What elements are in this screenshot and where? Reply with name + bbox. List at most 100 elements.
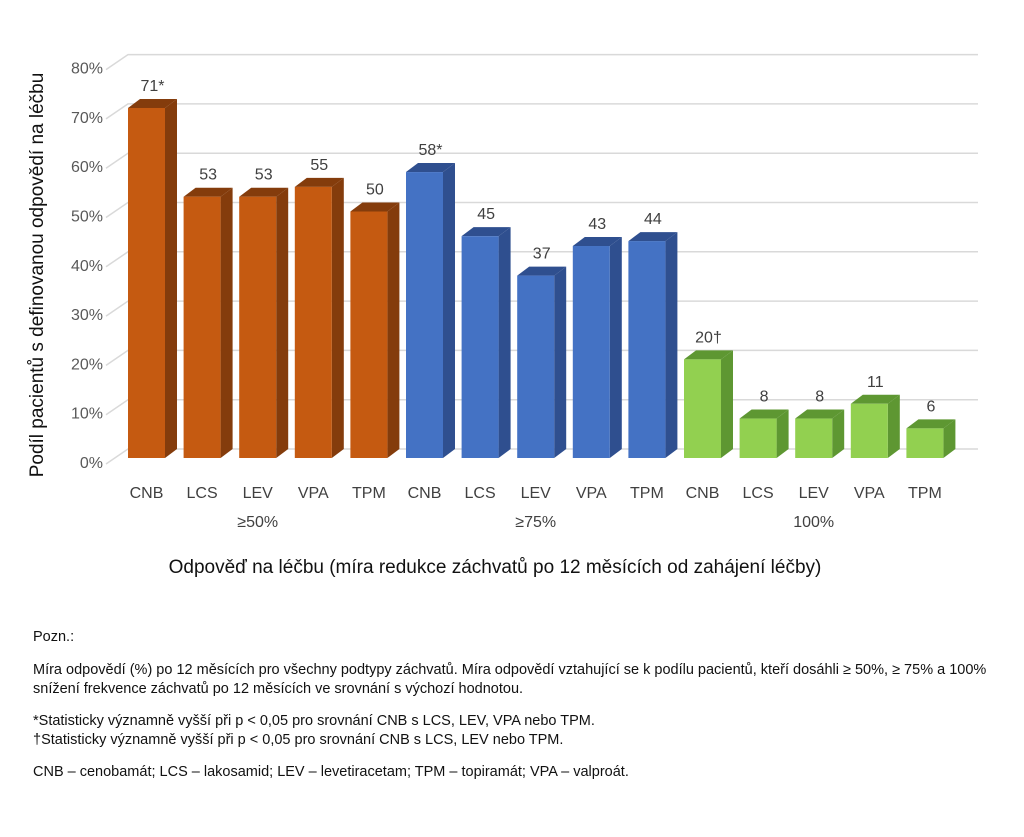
bar-top [183, 187, 233, 197]
bar [795, 418, 833, 458]
data-label: 8 [760, 389, 769, 406]
data-label: 53 [255, 167, 273, 184]
x-tick-label: LCS [187, 485, 218, 502]
bar-side [609, 237, 622, 458]
bar-top [294, 177, 344, 187]
data-label: 71* [140, 78, 164, 95]
data-label: 45 [477, 206, 495, 223]
bar-side [331, 177, 344, 458]
bar-top [461, 227, 511, 237]
y-tick-label: 60% [71, 159, 103, 176]
bar [572, 246, 610, 458]
x-tick-label: VPA [298, 485, 329, 502]
bar [684, 359, 721, 458]
bar-top [850, 394, 900, 404]
x-tick-label: TPM [352, 485, 386, 502]
y-tick-label: 40% [71, 258, 103, 275]
bar-top [572, 237, 622, 247]
data-label: 20† [695, 329, 722, 346]
gridline [105, 53, 978, 71]
x-tick-label: TPM [908, 485, 942, 502]
bar-side [165, 98, 177, 458]
y-tick-label: 10% [71, 406, 103, 423]
footnote-dagger: †Statisticky významně vyšší při p < 0,05… [33, 732, 564, 748]
x-tick-label: LEV [521, 485, 552, 502]
x-tick-label: CNB [408, 485, 442, 502]
y-tick-label: 0% [80, 455, 103, 472]
bar-side [832, 409, 845, 458]
bar-top [684, 350, 733, 360]
y-tick-label: 30% [71, 307, 103, 324]
bar-top [239, 187, 289, 197]
bar [628, 241, 666, 458]
group-label: ≥50% [237, 514, 278, 531]
bar-side [443, 163, 455, 458]
group-label: 100% [793, 514, 834, 531]
bar [239, 196, 277, 458]
notes-description: Míra odpovědí (%) po 12 měsících pro vše… [33, 662, 987, 697]
bar-top [350, 202, 400, 212]
bar-side [276, 187, 289, 458]
bar-side [220, 187, 233, 458]
bar [350, 211, 388, 458]
x-tick-label: LCS [465, 485, 496, 502]
bar-top [795, 409, 845, 419]
bar-top [128, 98, 177, 108]
data-label: 43 [588, 216, 606, 233]
data-label: 11 [867, 374, 884, 391]
bar [183, 196, 221, 458]
x-tick-label: VPA [576, 485, 607, 502]
bar-side [554, 266, 567, 458]
data-label: 8 [815, 389, 824, 406]
bar-top [906, 419, 956, 429]
bar [461, 236, 499, 458]
bar-side [721, 350, 733, 458]
x-tick-label: CNB [130, 485, 164, 502]
bar [850, 403, 888, 458]
bar-chart: 0% 10% 20% 30% 40% 50% 60% 70% 80% Podíl pacientů… [27, 53, 978, 531]
x-axis-title: Odpověď na léčbu (míra redukce záchvatů … [168, 557, 822, 578]
bar [128, 107, 165, 458]
gridline [105, 152, 978, 169]
y-tick-label: 50% [71, 209, 103, 226]
bar [906, 428, 944, 458]
bar-side [387, 202, 400, 458]
bar-top [739, 409, 789, 419]
x-tick-label: LEV [243, 485, 274, 502]
x-tick-label: VPA [854, 485, 885, 502]
bar-side [776, 409, 789, 458]
y-tick-label: 80% [71, 61, 103, 78]
group-label: ≥75% [515, 514, 556, 531]
abbreviations: CNB – cenobamát; LCS – lakosamid; LEV – … [33, 764, 629, 780]
bar-top [628, 232, 678, 242]
footnote-star: *Statisticky významně vyšší při p < 0,05… [33, 713, 595, 729]
gridline [105, 201, 978, 219]
notes: Pozn.: Míra odpovědí (%) po 12 měsících … [33, 628, 993, 795]
data-label: 50 [366, 182, 384, 199]
bar [739, 418, 777, 458]
y-tick-label: 70% [71, 110, 103, 127]
bar-side [665, 232, 678, 458]
x-tick-label: LCS [743, 485, 774, 502]
data-label: 58* [418, 142, 442, 159]
bar-side [887, 394, 900, 458]
data-label: 55 [310, 157, 328, 174]
data-label: 6 [926, 398, 935, 415]
bar-side [943, 419, 956, 458]
bar [406, 172, 443, 458]
bar-top [517, 266, 567, 276]
gridline [105, 103, 978, 120]
bar-side [498, 227, 511, 458]
data-label: 44 [644, 211, 662, 228]
data-label: 53 [199, 167, 217, 184]
notes-heading: Pozn.: [33, 629, 75, 645]
x-tick-label: LEV [799, 485, 830, 502]
data-label: 37 [533, 246, 551, 263]
y-axis-title: Podíl pacientů s definovanou odpovědí na… [27, 73, 48, 478]
bar-top [406, 163, 455, 173]
bar [294, 186, 332, 458]
x-tick-label: TPM [630, 485, 664, 502]
x-tick-label: CNB [686, 485, 720, 502]
y-tick-label: 20% [71, 356, 103, 373]
bar [517, 275, 555, 458]
